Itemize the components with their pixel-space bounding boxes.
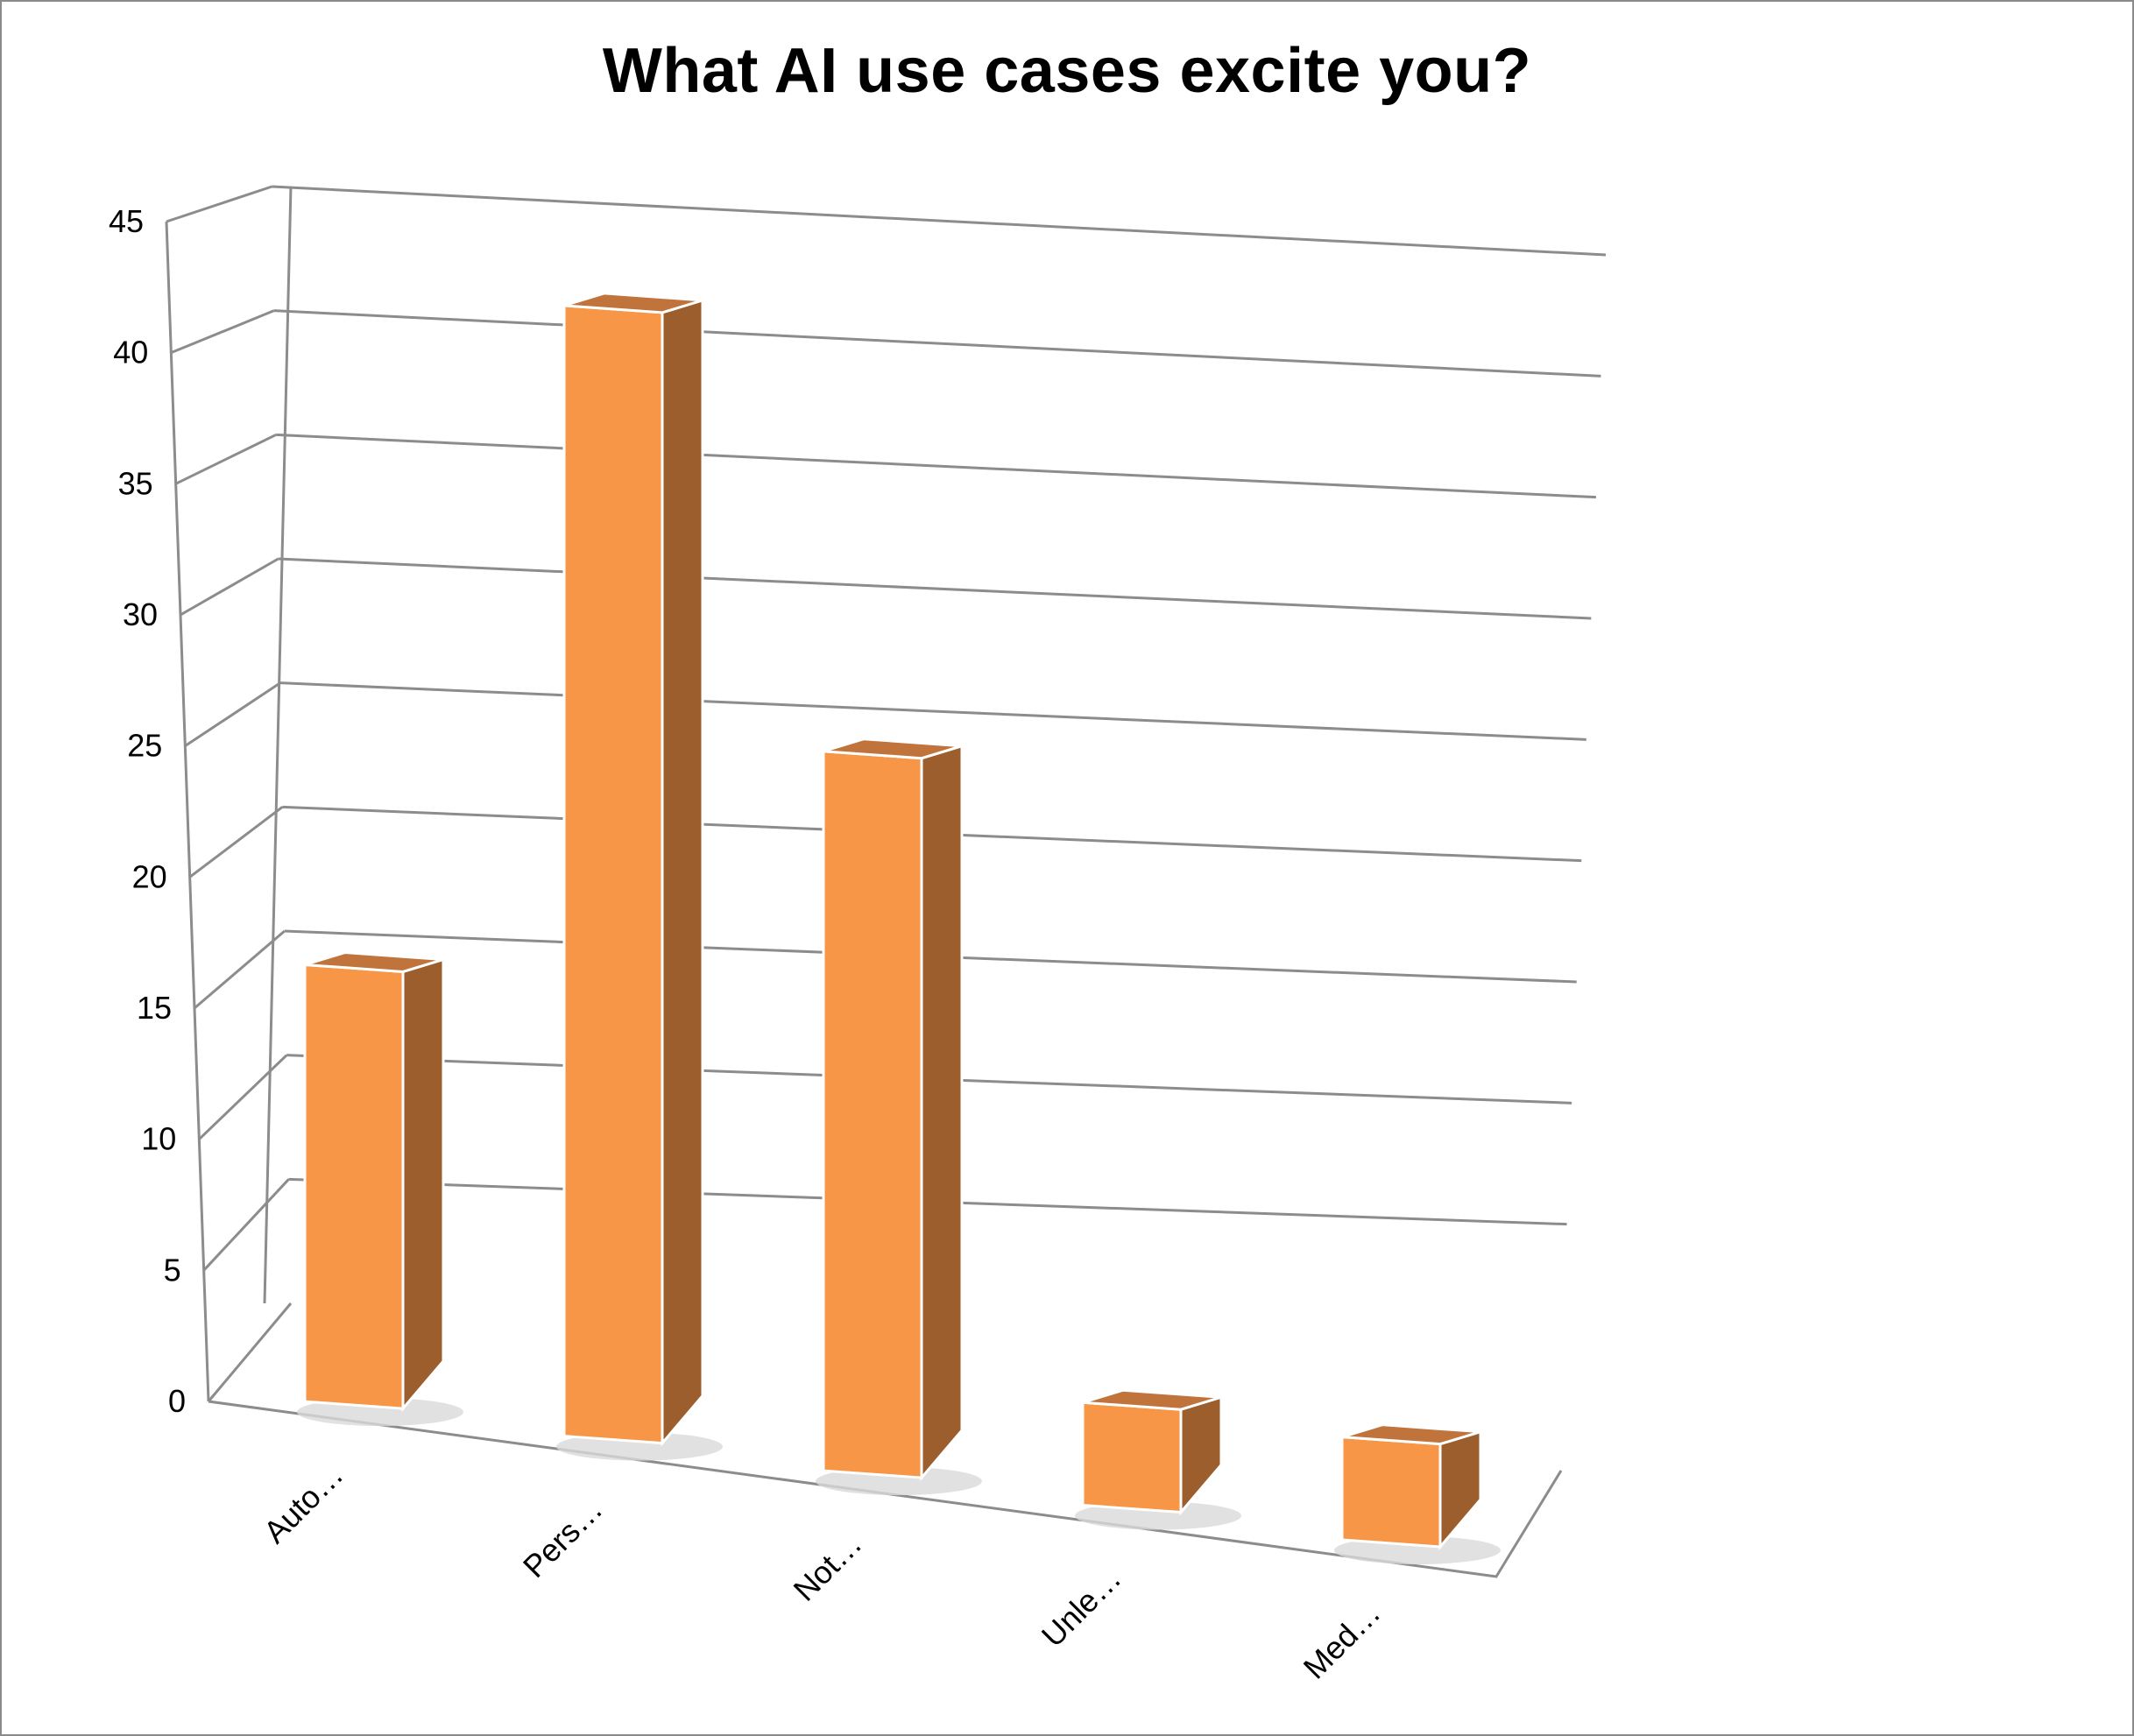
gridline-back bbox=[279, 681, 1586, 741]
y-tick-labels: 0 5 10 15 20 25 30 35 40 45 bbox=[109, 203, 186, 1419]
gridline-side bbox=[188, 806, 284, 879]
gridline-side bbox=[166, 185, 272, 223]
bar bbox=[562, 292, 704, 1447]
x-tick-label: Pers… bbox=[516, 1491, 610, 1584]
y-tick-label: 5 bbox=[164, 1252, 181, 1288]
bar-front bbox=[822, 750, 923, 1479]
gridline-side bbox=[175, 433, 277, 485]
bar-top bbox=[1341, 1423, 1481, 1446]
bar-front bbox=[303, 963, 405, 1410]
y-tick-label: 35 bbox=[118, 465, 153, 501]
gridline-back bbox=[276, 433, 1596, 499]
y-tick-label: 40 bbox=[113, 335, 148, 370]
bar-front bbox=[1340, 1436, 1442, 1549]
gridline-back bbox=[273, 309, 1601, 378]
bar-side bbox=[661, 298, 704, 1447]
back-wall-edge bbox=[263, 186, 293, 1304]
bar bbox=[303, 950, 445, 1413]
y-tick-label: 10 bbox=[141, 1121, 176, 1157]
bar-side bbox=[401, 957, 445, 1413]
bar-side bbox=[920, 744, 964, 1482]
bar-side bbox=[1438, 1429, 1482, 1551]
bar-front bbox=[562, 304, 664, 1445]
bar bbox=[822, 737, 964, 1482]
chart-title: What AI use cases excite you? bbox=[602, 36, 1532, 106]
bars bbox=[303, 292, 1482, 1551]
gridline-back bbox=[278, 557, 1592, 620]
gridline-side bbox=[207, 1302, 293, 1402]
y-tick-label: 25 bbox=[127, 728, 162, 764]
x-tick-label: Med… bbox=[1297, 1595, 1388, 1686]
gridline-side bbox=[170, 309, 275, 355]
bar-front bbox=[1081, 1401, 1183, 1514]
gridline-back bbox=[272, 185, 1607, 257]
gridline-side bbox=[202, 1178, 290, 1272]
bar bbox=[1081, 1388, 1223, 1516]
x-tick-label: Unle… bbox=[1035, 1560, 1128, 1654]
gridline-side bbox=[184, 681, 281, 747]
y-tick-label: 30 bbox=[123, 596, 158, 632]
y-axis-line bbox=[165, 221, 210, 1402]
y-tick-label: 20 bbox=[132, 858, 167, 894]
bar-top bbox=[304, 950, 444, 973]
x-tick-label: Auto… bbox=[257, 1457, 350, 1550]
bar-side bbox=[1179, 1395, 1223, 1516]
gridline-side bbox=[198, 1054, 288, 1140]
y-tick-label: 15 bbox=[137, 990, 172, 1026]
bar-top bbox=[1082, 1388, 1222, 1411]
x-tick-label: Not… bbox=[787, 1526, 869, 1608]
y-tick-label: 45 bbox=[109, 203, 144, 239]
bar-top bbox=[563, 292, 703, 314]
gridline-side bbox=[194, 929, 286, 1010]
x-tick-labels: Auto… Pers… Not… Unle… Med… bbox=[257, 1457, 1388, 1686]
gridline-side bbox=[180, 557, 279, 617]
y-tick-label: 0 bbox=[168, 1383, 186, 1419]
bar-top bbox=[823, 737, 963, 760]
bar bbox=[1340, 1423, 1482, 1551]
